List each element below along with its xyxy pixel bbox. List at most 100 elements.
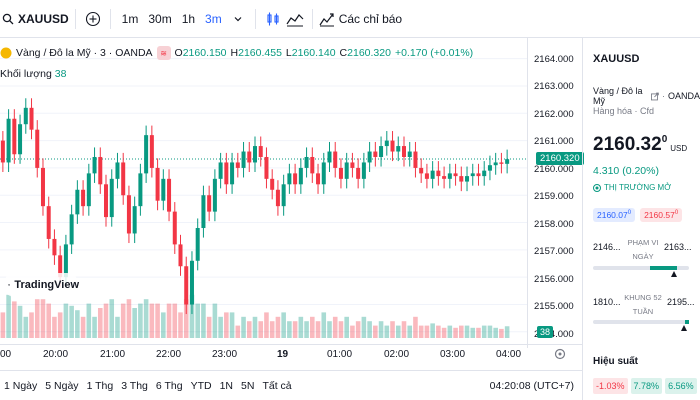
- volume-bar: [476, 327, 481, 338]
- chart-clock[interactable]: 04:20:08 (UTC+7): [489, 379, 574, 392]
- range-1m-button[interactable]: 1 Thg: [86, 379, 114, 392]
- timeframe-1m[interactable]: 1m: [121, 11, 139, 26]
- timeframe-30m[interactable]: 30m: [148, 11, 172, 26]
- candle-body: [144, 135, 149, 174]
- divider: [109, 8, 111, 29]
- chart-legend: Vàng / Đô la Mỹ · 3 · OANDA ≋ O 2160.150 …: [0, 46, 473, 60]
- details-category: Hàng hóa · Cfd: [593, 106, 655, 116]
- candle-body: [396, 146, 401, 152]
- volume-bar: [246, 321, 252, 338]
- chevron-down-icon: [234, 16, 242, 21]
- candle-body: [235, 162, 240, 168]
- legend-change: +0.170 (+0.01%): [394, 47, 474, 59]
- chart-type-area-button[interactable]: [284, 8, 306, 30]
- time-tick: 04:00: [496, 349, 522, 360]
- candle-body: [241, 151, 246, 168]
- volume-bar: [0, 312, 6, 338]
- candle-body: [207, 195, 212, 212]
- tradingview-logo-icon: [8, 284, 11, 286]
- time-tick: 23:00: [212, 349, 238, 360]
- perf-cell[interactable]: 7.78%: [630, 378, 663, 394]
- perf-cell[interactable]: 6.56%: [665, 378, 697, 394]
- volume-bar: [115, 316, 120, 338]
- volume-bar: [281, 312, 286, 338]
- volume-bar: [229, 312, 235, 338]
- price-axis[interactable]: 2164.000 2163.000 2162.000 2161.000 2160…: [527, 38, 582, 348]
- timeframe-1h[interactable]: 1h: [181, 11, 196, 26]
- day-range-fill: [650, 266, 677, 270]
- symbol-search[interactable]: XAUUSD: [0, 12, 69, 26]
- bid-price[interactable]: 2160.070: [593, 208, 636, 222]
- volume-bar: [327, 321, 332, 338]
- timeframe-3m[interactable]: 3m: [205, 11, 222, 26]
- time-axis[interactable]: 00 20:00 21:00 22:00 23:00 19 01:00 02:0…: [0, 344, 582, 364]
- 52wk-range-low: 1810...: [593, 297, 621, 307]
- price-tick: 2158.000: [534, 219, 574, 230]
- details-name[interactable]: Vàng / Đô la Mỹ: [593, 86, 643, 106]
- legend-title: Vàng / Đô la Mỹ · 3 · OANDA: [16, 47, 153, 59]
- volume-bar: [34, 299, 40, 338]
- candle-body: [482, 170, 487, 177]
- volume-bar: [344, 316, 349, 338]
- volume-bar: [453, 327, 458, 338]
- candle-body: [121, 162, 126, 196]
- ask-price[interactable]: 2160.570: [640, 208, 683, 222]
- volume-bar: [92, 316, 97, 338]
- volume-bar: [401, 321, 407, 338]
- time-tick: 03:00: [440, 349, 466, 360]
- volume-bar: [367, 321, 372, 338]
- volume-bar: [252, 316, 258, 338]
- range-3m-button[interactable]: 3 Thg: [121, 379, 148, 392]
- volume-bars: [0, 294, 510, 338]
- perf-cell[interactable]: -1.03%: [593, 378, 628, 394]
- volume-bar: [332, 316, 338, 338]
- volume-bar: [189, 294, 195, 338]
- external-link-icon[interactable]: [651, 92, 659, 101]
- volume-bar: [436, 325, 441, 338]
- candle-body: [270, 178, 275, 190]
- price-tick: 2155.000: [534, 301, 574, 312]
- volume-bar: [132, 308, 137, 338]
- chart-type-candles-button[interactable]: [262, 8, 284, 30]
- range-all-button[interactable]: Tất cả: [262, 379, 292, 392]
- candle-body: [12, 118, 17, 155]
- performance-title: Hiệu suất: [593, 356, 639, 367]
- indicators-button[interactable]: Các chỉ báo: [319, 11, 402, 27]
- details-price-sup: 0: [661, 134, 668, 145]
- candle-body: [189, 260, 194, 305]
- volume-bar: [6, 294, 11, 338]
- candle-body: [155, 167, 160, 201]
- range-6m-button[interactable]: 6 Thg: [155, 379, 183, 392]
- timeframe-dropdown-button[interactable]: [227, 8, 249, 30]
- volume-bar: [80, 316, 86, 338]
- volume-bar: [413, 316, 418, 338]
- candle-body: [505, 159, 510, 164]
- range-5y-button[interactable]: 5N: [241, 379, 255, 392]
- details-exchange: OANDA: [667, 91, 700, 101]
- volume-bar: [315, 321, 321, 338]
- settings-gear-icon[interactable]: [554, 347, 566, 365]
- gold-icon: [0, 47, 12, 59]
- candle-body: [344, 162, 349, 179]
- market-badge-icon: ≋: [156, 46, 171, 60]
- volume-bar: [373, 325, 378, 338]
- range-1d-button[interactable]: 1 Ngày: [4, 379, 38, 392]
- range-5d-button[interactable]: 5 Ngày: [45, 379, 79, 392]
- volume-legend: Khối lượng 38: [0, 68, 66, 80]
- candle-body: [172, 211, 177, 245]
- candle-body: [430, 170, 435, 179]
- volume-bar: [29, 312, 34, 338]
- volume-bar: [481, 325, 487, 338]
- price-tick: 2162.000: [534, 109, 574, 120]
- candle-body: [287, 173, 292, 185]
- volume-label: Khối lượng: [0, 68, 52, 80]
- range-1y-button[interactable]: 1N: [219, 379, 234, 392]
- candle-body: [52, 238, 57, 256]
- range-ytd-button[interactable]: YTD: [190, 379, 212, 392]
- volume-bar: [212, 303, 218, 338]
- price-chart[interactable]: [0, 38, 582, 400]
- top-toolbar: XAUUSD 1m 30m 1h 3m Các chỉ báo: [0, 0, 700, 38]
- volume-bar: [395, 325, 401, 338]
- compare-symbol-button[interactable]: [82, 8, 104, 30]
- volume-bar: [287, 321, 292, 338]
